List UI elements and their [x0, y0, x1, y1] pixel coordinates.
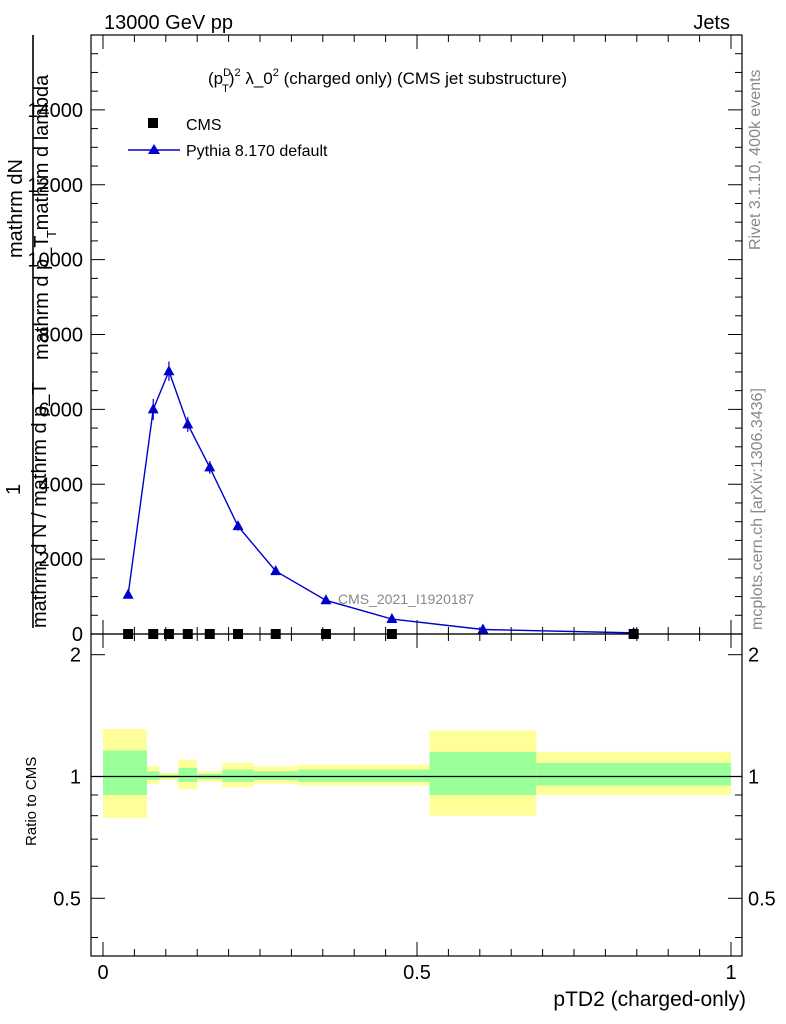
ylabel-bottom: 1: [3, 484, 25, 495]
pythia-point: [320, 594, 332, 605]
x-tick-label: 0: [97, 962, 108, 984]
x-tick-label: 1: [725, 962, 736, 984]
ratio-x-ticks: [102, 634, 732, 956]
x-tick-label: 0.5: [403, 962, 431, 984]
ratio-y-tick-label: 0.5: [53, 888, 81, 910]
pythia-point: [122, 588, 134, 599]
ratio-panel: 0.5 0.51 12 2 0 0.5 1 Ratio to CMS pTD2 (char…: [23, 633, 776, 1011]
ratio-y-tick-label-right: 0.5: [748, 888, 776, 910]
rivet-label: Rivet 3.1.10, 400k events: [747, 69, 764, 250]
main-y-tick-label: 0: [72, 624, 83, 646]
main-y-label: mathrm dN mathrm d p_T mathrm d lambda 1…: [3, 35, 59, 628]
mcplots-label: mcplots.cern.ch [arXiv:1306.3436]: [749, 388, 766, 630]
x-axis-label: pTD2 (charged-only): [553, 988, 746, 1011]
pythia-point: [163, 365, 175, 376]
ratio-band-green: [536, 762, 731, 786]
ratio-bands: [103, 729, 731, 818]
header-left: 13000 GeV pp: [104, 12, 233, 34]
main-y-tick-label: 10000: [27, 250, 83, 272]
main-y-tick-label: 8000: [39, 325, 84, 347]
pythia-point: [232, 520, 244, 531]
pythia-point: [182, 418, 194, 429]
analysis-label: CMS_2021_I1920187: [338, 591, 474, 607]
pythia-point: [147, 403, 159, 414]
ratio-band-green: [103, 750, 147, 795]
main-y-tick-label: 6000: [39, 399, 84, 421]
main-y-tick-label: 4000: [39, 474, 84, 496]
main-x-ticks: [102, 35, 732, 634]
ratio-band-green: [429, 751, 537, 795]
ratio-band-green: [222, 769, 254, 782]
ratio-band-green: [297, 769, 430, 782]
pythia-point: [477, 623, 489, 634]
main-y-tick-label: 14000: [27, 100, 83, 122]
pythia-point: [204, 461, 216, 472]
ratio-y-tick-labels: 0.5 0.5 1 1 2 2: [53, 645, 776, 911]
pythia-point: [270, 565, 282, 576]
main-panel: 0 2000 4000 6000 8000 10000 12000 14000 (pD T)2 …: [3, 34, 743, 646]
ratio-y-ticks: [91, 654, 742, 938]
ylabel-sub: T: [44, 230, 59, 238]
ratio-y-tick-label-right: 2: [748, 645, 759, 667]
chart-title: (pD T)2 λ_02 (charged only) (CMS jet subs…: [208, 67, 567, 95]
ratio-band-green: [146, 771, 160, 781]
ratio-x-tick-labels: 0 0.5 1: [97, 962, 736, 984]
legend-pythia-marker: [148, 144, 160, 154]
legend-cms-marker: [148, 118, 158, 128]
ratio-band-green: [178, 767, 198, 782]
ratio-band-green: [253, 771, 298, 781]
ratio-y-tick-label-right: 1: [748, 766, 759, 788]
ratio-y-tick-label: 2: [70, 645, 81, 667]
legend-pythia-label: Pythia 8.170 default: [186, 143, 328, 160]
ylabel-top2: mathrm d p_T mathrm d lambda: [31, 74, 53, 360]
pythia-point: [386, 613, 398, 624]
legend: CMS Pythia 8.170 default: [128, 117, 328, 160]
main-y-tick-label: 2000: [39, 549, 84, 571]
ratio-y-label: Ratio to CMS: [23, 757, 40, 846]
ylabel-bottom2: mathrm d N / mathrm d p_T: [29, 382, 51, 628]
ylabel-top: mathrm dN: [5, 159, 27, 258]
header-right: Jets: [693, 12, 730, 34]
main-y-tick-label: 12000: [27, 175, 83, 197]
ratio-frame: [90, 633, 743, 957]
ratio-y-tick-label: 1: [70, 766, 81, 788]
main-y-ticks: [91, 53, 742, 635]
main-y-tick-labels: 0 2000 4000 6000 8000 10000 12000 14000: [27, 100, 83, 646]
legend-cms-label: CMS: [186, 117, 222, 134]
